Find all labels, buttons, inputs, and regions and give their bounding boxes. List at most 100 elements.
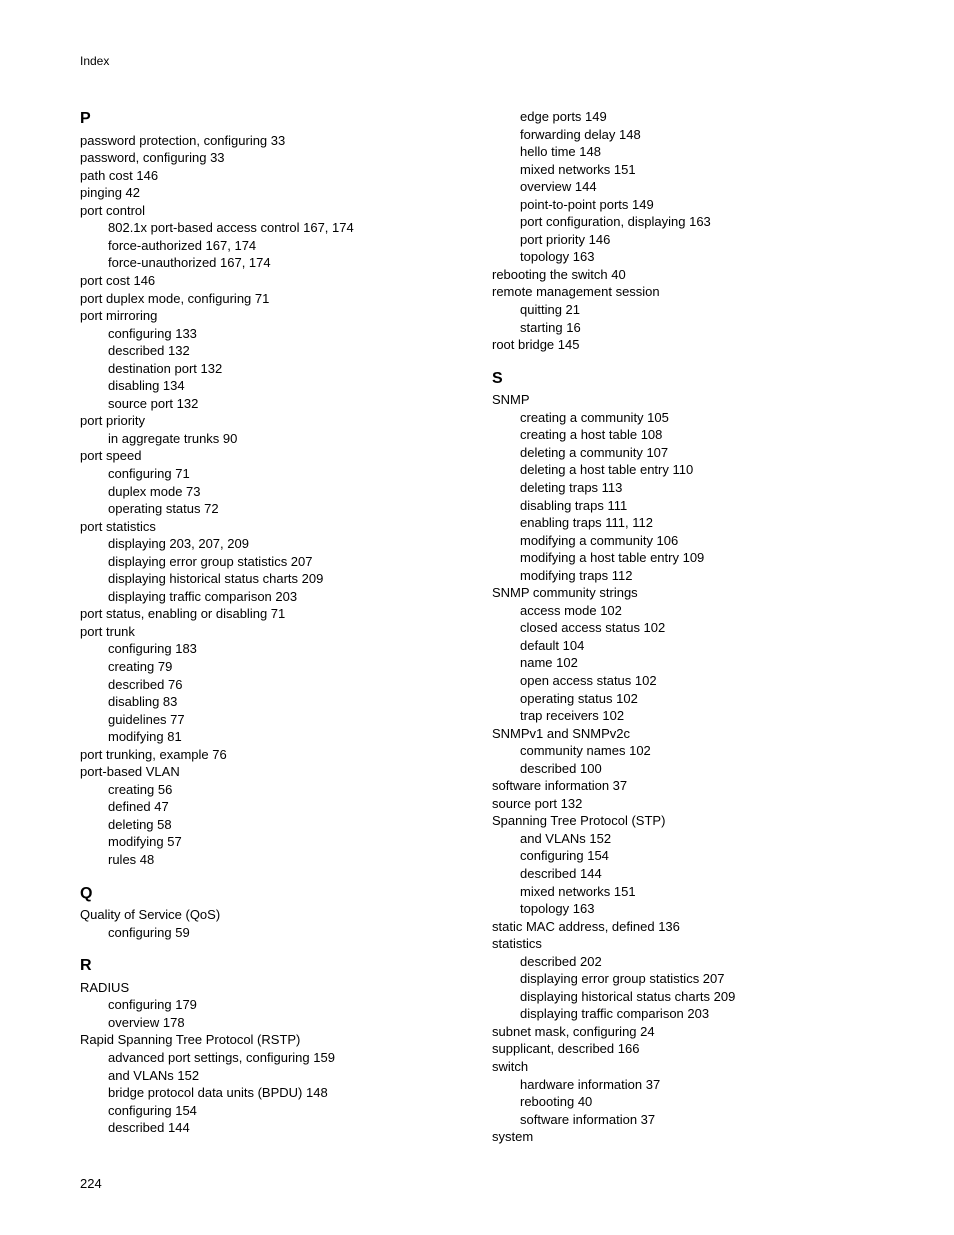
index-entry: topology 163 [520,248,874,266]
index-entry: port priority 146 [520,231,874,249]
index-entry: port mirroring [80,307,462,325]
index-entry: duplex mode 73 [108,483,462,501]
index-entry: closed access status 102 [520,619,874,637]
index-entry: access mode 102 [520,602,874,620]
index-entry: rebooting 40 [520,1093,874,1111]
index-entry: software information 37 [492,777,874,795]
index-columns: Ppassword protection, configuring 33pass… [80,108,874,1146]
index-entry: in aggregate trunks 90 [108,430,462,448]
index-entry: described 144 [520,865,874,883]
index-entry: RADIUS [80,979,462,997]
index-entry: described 132 [108,342,462,360]
index-entry: displaying traffic comparison 203 [520,1005,874,1023]
index-entry: deleting 58 [108,816,462,834]
index-entry: source port 132 [492,795,874,813]
index-entry: disabling traps 111 [520,497,874,515]
index-entry: port statistics [80,518,462,536]
index-entry: advanced port settings, configuring 159 [108,1049,462,1067]
index-entry: port-based VLAN [80,763,462,781]
index-entry: creating 56 [108,781,462,799]
index-entry: and VLANs 152 [520,830,874,848]
index-entry: described 144 [108,1119,462,1137]
index-entry: disabling 134 [108,377,462,395]
index-entry: displaying 203, 207, 209 [108,535,462,553]
index-entry: source port 132 [108,395,462,413]
index-right-column: edge ports 149forwarding delay 148hello … [492,108,874,1146]
index-entry: root bridge 145 [492,336,874,354]
index-entry: modifying a community 106 [520,532,874,550]
index-entry: edge ports 149 [520,108,874,126]
index-entry: starting 16 [520,319,874,337]
index-entry: overview 144 [520,178,874,196]
index-entry: password protection, configuring 33 [80,132,462,150]
section-letter: Q [80,883,462,905]
index-entry: described 76 [108,676,462,694]
index-entry: pinging 42 [80,184,462,202]
index-entry: operating status 72 [108,500,462,518]
index-entry: displaying traffic comparison 203 [108,588,462,606]
index-entry: SNMP community strings [492,584,874,602]
index-entry: port cost 146 [80,272,462,290]
section-letter: P [80,108,462,130]
index-entry: displaying error group statistics 207 [108,553,462,571]
index-entry: system [492,1128,874,1146]
index-entry: forwarding delay 148 [520,126,874,144]
index-entry: configuring 183 [108,640,462,658]
index-entry: port status, enabling or disabling 71 [80,605,462,623]
index-entry: statistics [492,935,874,953]
index-entry: modifying a host table entry 109 [520,549,874,567]
index-entry: port trunk [80,623,462,641]
index-entry: defined 47 [108,798,462,816]
page-number: 224 [80,1176,874,1191]
section-letter: R [80,955,462,977]
index-entry: creating 79 [108,658,462,676]
index-entry: rebooting the switch 40 [492,266,874,284]
index-entry: configuring 133 [108,325,462,343]
index-entry: open access status 102 [520,672,874,690]
index-entry: port priority [80,412,462,430]
index-entry: modifying 57 [108,833,462,851]
section-letter: S [492,368,874,390]
index-entry: path cost 146 [80,167,462,185]
index-entry: default 104 [520,637,874,655]
index-entry: and VLANs 152 [108,1067,462,1085]
index-entry: deleting traps 113 [520,479,874,497]
index-entry: creating a host table 108 [520,426,874,444]
index-entry: static MAC address, defined 136 [492,918,874,936]
index-entry: displaying historical status charts 209 [520,988,874,1006]
index-left-column: Ppassword protection, configuring 33pass… [80,108,462,1146]
index-entry: overview 178 [108,1014,462,1032]
index-entry: rules 48 [108,851,462,869]
index-entry: subnet mask, configuring 24 [492,1023,874,1041]
index-entry: described 202 [520,953,874,971]
index-entry: quitting 21 [520,301,874,319]
index-entry: configuring 179 [108,996,462,1014]
index-entry: SNMPv1 and SNMPv2c [492,725,874,743]
index-entry: Quality of Service (QoS) [80,906,462,924]
index-entry: port trunking, example 76 [80,746,462,764]
index-entry: port duplex mode, configuring 71 [80,290,462,308]
index-entry: described 100 [520,760,874,778]
index-entry: port configuration, displaying 163 [520,213,874,231]
index-entry: SNMP [492,391,874,409]
index-entry: mixed networks 151 [520,161,874,179]
index-entry: Rapid Spanning Tree Protocol (RSTP) [80,1031,462,1049]
index-entry: topology 163 [520,900,874,918]
index-entry: supplicant, described 166 [492,1040,874,1058]
index-entry: port speed [80,447,462,465]
index-entry: operating status 102 [520,690,874,708]
index-entry: port control [80,202,462,220]
index-entry: hardware information 37 [520,1076,874,1094]
index-entry: configuring 59 [108,924,462,942]
index-entry: 802.1x port-based access control 167, 17… [108,219,462,237]
index-entry: configuring 154 [520,847,874,865]
index-entry: mixed networks 151 [520,883,874,901]
index-entry: deleting a host table entry 110 [520,461,874,479]
index-entry: destination port 132 [108,360,462,378]
running-header: Index [80,54,874,68]
index-entry: software information 37 [520,1111,874,1129]
index-entry: displaying error group statistics 207 [520,970,874,988]
index-entry: remote management session [492,283,874,301]
index-entry: password, configuring 33 [80,149,462,167]
index-entry: configuring 154 [108,1102,462,1120]
